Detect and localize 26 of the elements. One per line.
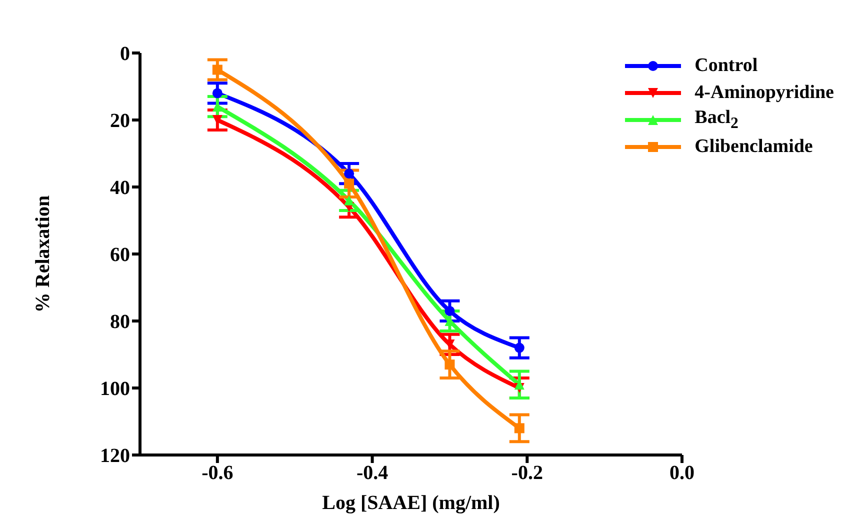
legend-label: Glibenclamide bbox=[694, 136, 813, 158]
point bbox=[212, 64, 222, 75]
y-tick-label: 40 bbox=[110, 177, 130, 200]
x-tick-label: -0.6 bbox=[202, 462, 234, 484]
x-tick-label: -0.4 bbox=[356, 462, 388, 484]
point bbox=[344, 168, 354, 179]
y-tick-label: 80 bbox=[110, 311, 130, 334]
point bbox=[344, 178, 354, 189]
y-tick-label: 120 bbox=[100, 445, 130, 468]
point bbox=[444, 306, 455, 316]
y-tick-label: 20 bbox=[110, 110, 130, 132]
point bbox=[514, 342, 524, 353]
y-tick-label: 100 bbox=[100, 378, 130, 400]
point bbox=[514, 423, 524, 434]
x-tick-label: 0.0 bbox=[670, 462, 694, 484]
y-tick-label: 0 bbox=[120, 43, 130, 66]
point bbox=[344, 195, 354, 206]
x-axis-title: Log [SAAE] (mg/ml) bbox=[322, 492, 500, 514]
y-tick-label: 60 bbox=[110, 244, 130, 266]
legend-label: 4-Aminopyridine bbox=[694, 82, 834, 104]
legend-label: Control bbox=[694, 54, 758, 76]
y-axis-title: % Relaxation bbox=[32, 195, 54, 313]
point bbox=[212, 88, 222, 98]
legend-label: Bacl$_{2}$ bbox=[694, 106, 738, 132]
point bbox=[444, 360, 455, 370]
x-tick-label: -0.2 bbox=[511, 462, 543, 484]
